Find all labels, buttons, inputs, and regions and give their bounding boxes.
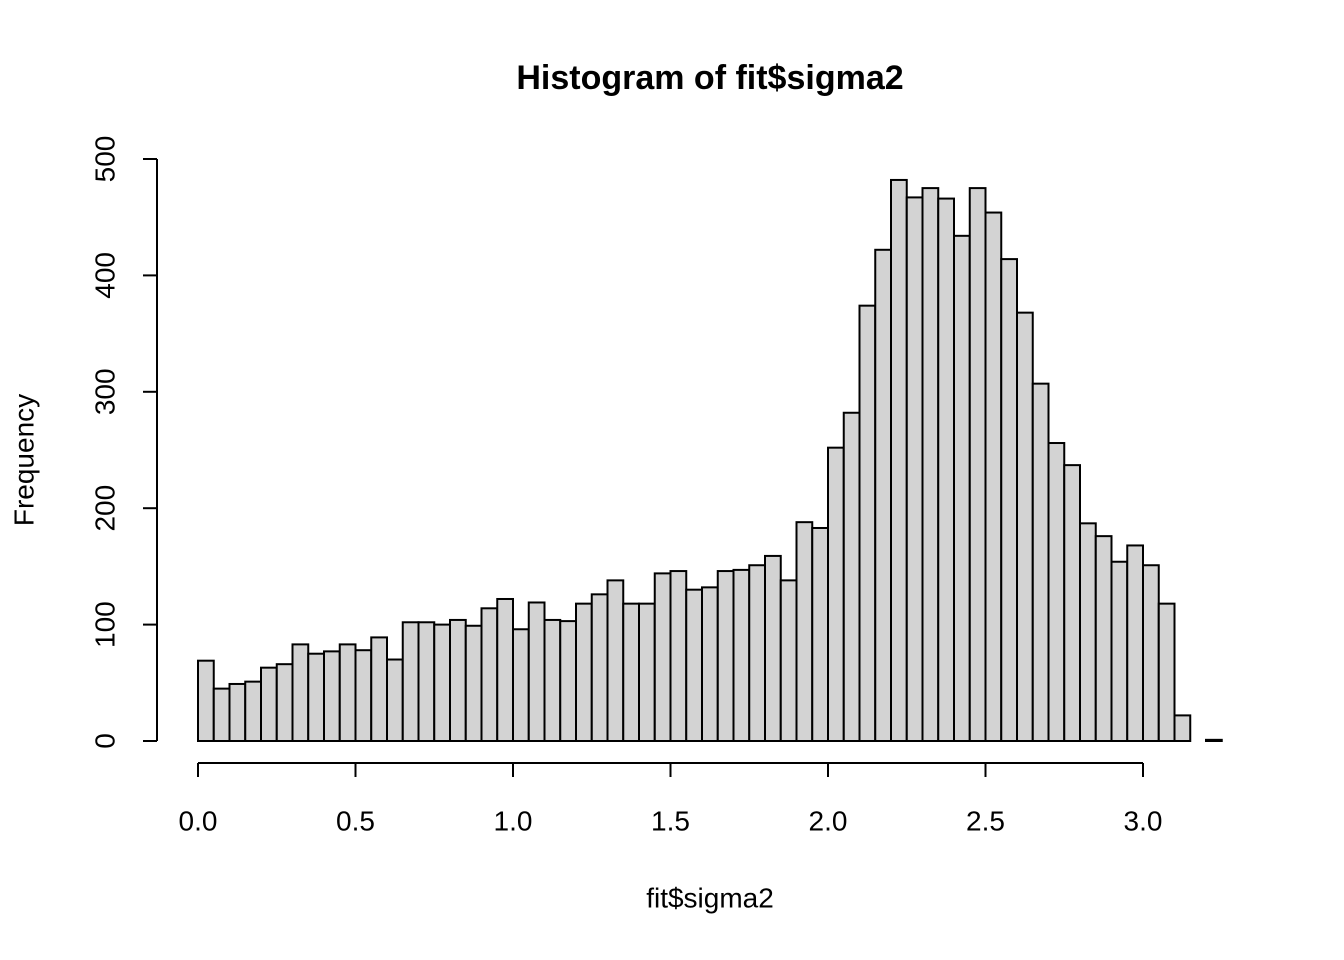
x-tick-label: 2.0	[809, 805, 848, 836]
bar	[1094, 535, 1113, 742]
bar	[512, 628, 530, 742]
y-tick-label: 400	[89, 252, 120, 299]
bar	[480, 607, 499, 743]
bar	[433, 623, 451, 742]
bar	[370, 636, 388, 742]
bar	[575, 602, 593, 743]
bar	[1016, 311, 1034, 742]
x-tick-label: 3.0	[1124, 805, 1163, 836]
bar	[1063, 464, 1081, 742]
bar	[559, 620, 577, 742]
bar	[732, 568, 751, 743]
y-axis-label: Frequency	[8, 394, 39, 526]
bar	[464, 624, 483, 742]
bar	[764, 554, 782, 743]
bar	[354, 649, 373, 743]
bar	[1157, 602, 1176, 743]
bar	[984, 211, 1003, 742]
bar	[417, 621, 436, 742]
bar	[653, 572, 672, 742]
bar	[1126, 544, 1144, 742]
bar	[937, 197, 955, 743]
bar	[968, 187, 987, 743]
bar	[1205, 738, 1223, 742]
chart-title: Histogram of fit$sigma2	[516, 59, 903, 97]
bar	[496, 597, 514, 742]
bar	[953, 234, 971, 742]
bar	[527, 601, 546, 743]
bar	[1173, 714, 1192, 743]
bar	[291, 643, 310, 742]
bar	[606, 579, 625, 742]
bar	[1047, 442, 1066, 742]
bar	[858, 304, 877, 742]
y-tick-label: 0	[89, 733, 120, 749]
y-tick-label: 200	[89, 485, 120, 532]
bar	[1142, 564, 1160, 743]
bar	[386, 658, 404, 743]
bar	[779, 579, 798, 742]
x-tick-label: 0.0	[179, 805, 218, 836]
bar	[685, 588, 703, 742]
bar	[401, 621, 420, 742]
bar	[827, 446, 845, 742]
bar	[338, 643, 357, 742]
bar	[275, 663, 294, 743]
bar	[323, 650, 341, 743]
bar	[197, 659, 215, 743]
y-tick-label: 500	[89, 136, 120, 183]
x-tick-label: 2.5	[966, 805, 1005, 836]
bar	[701, 586, 719, 742]
bar	[905, 196, 924, 743]
bar	[669, 570, 688, 743]
bar	[638, 602, 656, 743]
bar	[543, 618, 562, 742]
x-tick-label: 1.0	[494, 805, 533, 836]
x-tick-label: 0.5	[336, 805, 375, 836]
bar	[842, 411, 861, 742]
bar	[449, 618, 467, 742]
bar	[1079, 522, 1097, 742]
bar	[244, 680, 262, 742]
bar	[212, 687, 231, 742]
bar	[921, 187, 940, 743]
bar	[590, 593, 609, 742]
bar	[874, 248, 892, 743]
bar	[1110, 560, 1129, 743]
bar	[811, 526, 829, 742]
bar	[228, 682, 247, 742]
bar	[622, 602, 640, 743]
bar	[1000, 258, 1018, 742]
bar	[260, 666, 278, 743]
x-tick-label: 1.5	[651, 805, 690, 836]
bar	[795, 521, 814, 743]
bar	[716, 570, 735, 743]
bar	[1031, 382, 1050, 742]
bar	[890, 178, 908, 742]
y-tick-label: 300	[89, 368, 120, 415]
y-tick-label: 100	[89, 601, 120, 648]
x-axis-label: fit$sigma2	[646, 882, 774, 913]
bar	[748, 564, 766, 743]
bar	[307, 652, 325, 743]
